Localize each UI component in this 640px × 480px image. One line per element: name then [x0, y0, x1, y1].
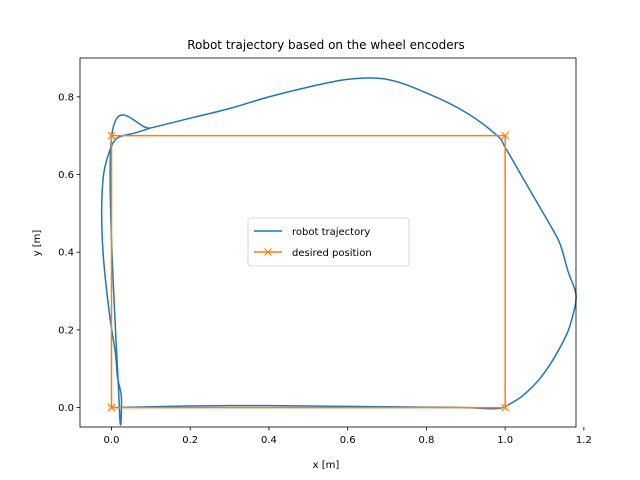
y-tick-label: 0.6	[58, 170, 74, 181]
x-tick-label: 0.4	[261, 435, 277, 446]
x-tick-label: 0.6	[340, 435, 356, 446]
x-axis-label: x [m]	[313, 460, 340, 471]
y-axis-ticks: 0.0 0.2 0.4 0.6 0.8	[58, 92, 80, 414]
y-axis-label: y [m]	[32, 230, 43, 257]
x-tick-label: 0.0	[104, 435, 120, 446]
desired-position-line	[111, 136, 505, 408]
legend-label-desired-position: desired position	[292, 248, 372, 259]
x-tick-label: 1.2	[576, 435, 592, 446]
x-tick-label: 1.0	[497, 435, 513, 446]
y-tick-label: 0.2	[58, 325, 74, 336]
y-tick-label: 0.4	[58, 248, 74, 259]
x-tick-label: 0.8	[418, 435, 434, 446]
chart-title: Robot trajectory based on the wheel enco…	[187, 38, 465, 52]
x-tick-label: 0.2	[182, 435, 198, 446]
y-tick-label: 0.8	[58, 92, 74, 103]
legend: robot trajectory desired position	[248, 218, 409, 266]
y-tick-label: 0.0	[58, 403, 74, 414]
legend-label-robot-trajectory: robot trajectory	[292, 227, 370, 238]
x-axis-ticks: 0.0 0.2 0.4 0.6 0.8 1.0 1.2	[104, 427, 592, 446]
